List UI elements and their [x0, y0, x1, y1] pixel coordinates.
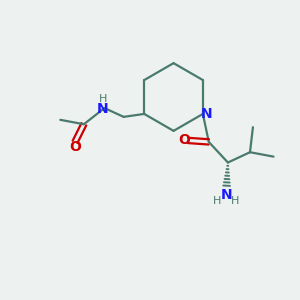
Text: N: N: [97, 102, 109, 116]
Text: N: N: [201, 107, 212, 121]
Text: O: O: [69, 140, 81, 154]
Text: O: O: [178, 134, 190, 147]
Text: H: H: [213, 196, 221, 206]
Text: H: H: [230, 196, 239, 206]
Text: H: H: [99, 94, 107, 103]
Text: N: N: [220, 188, 232, 203]
